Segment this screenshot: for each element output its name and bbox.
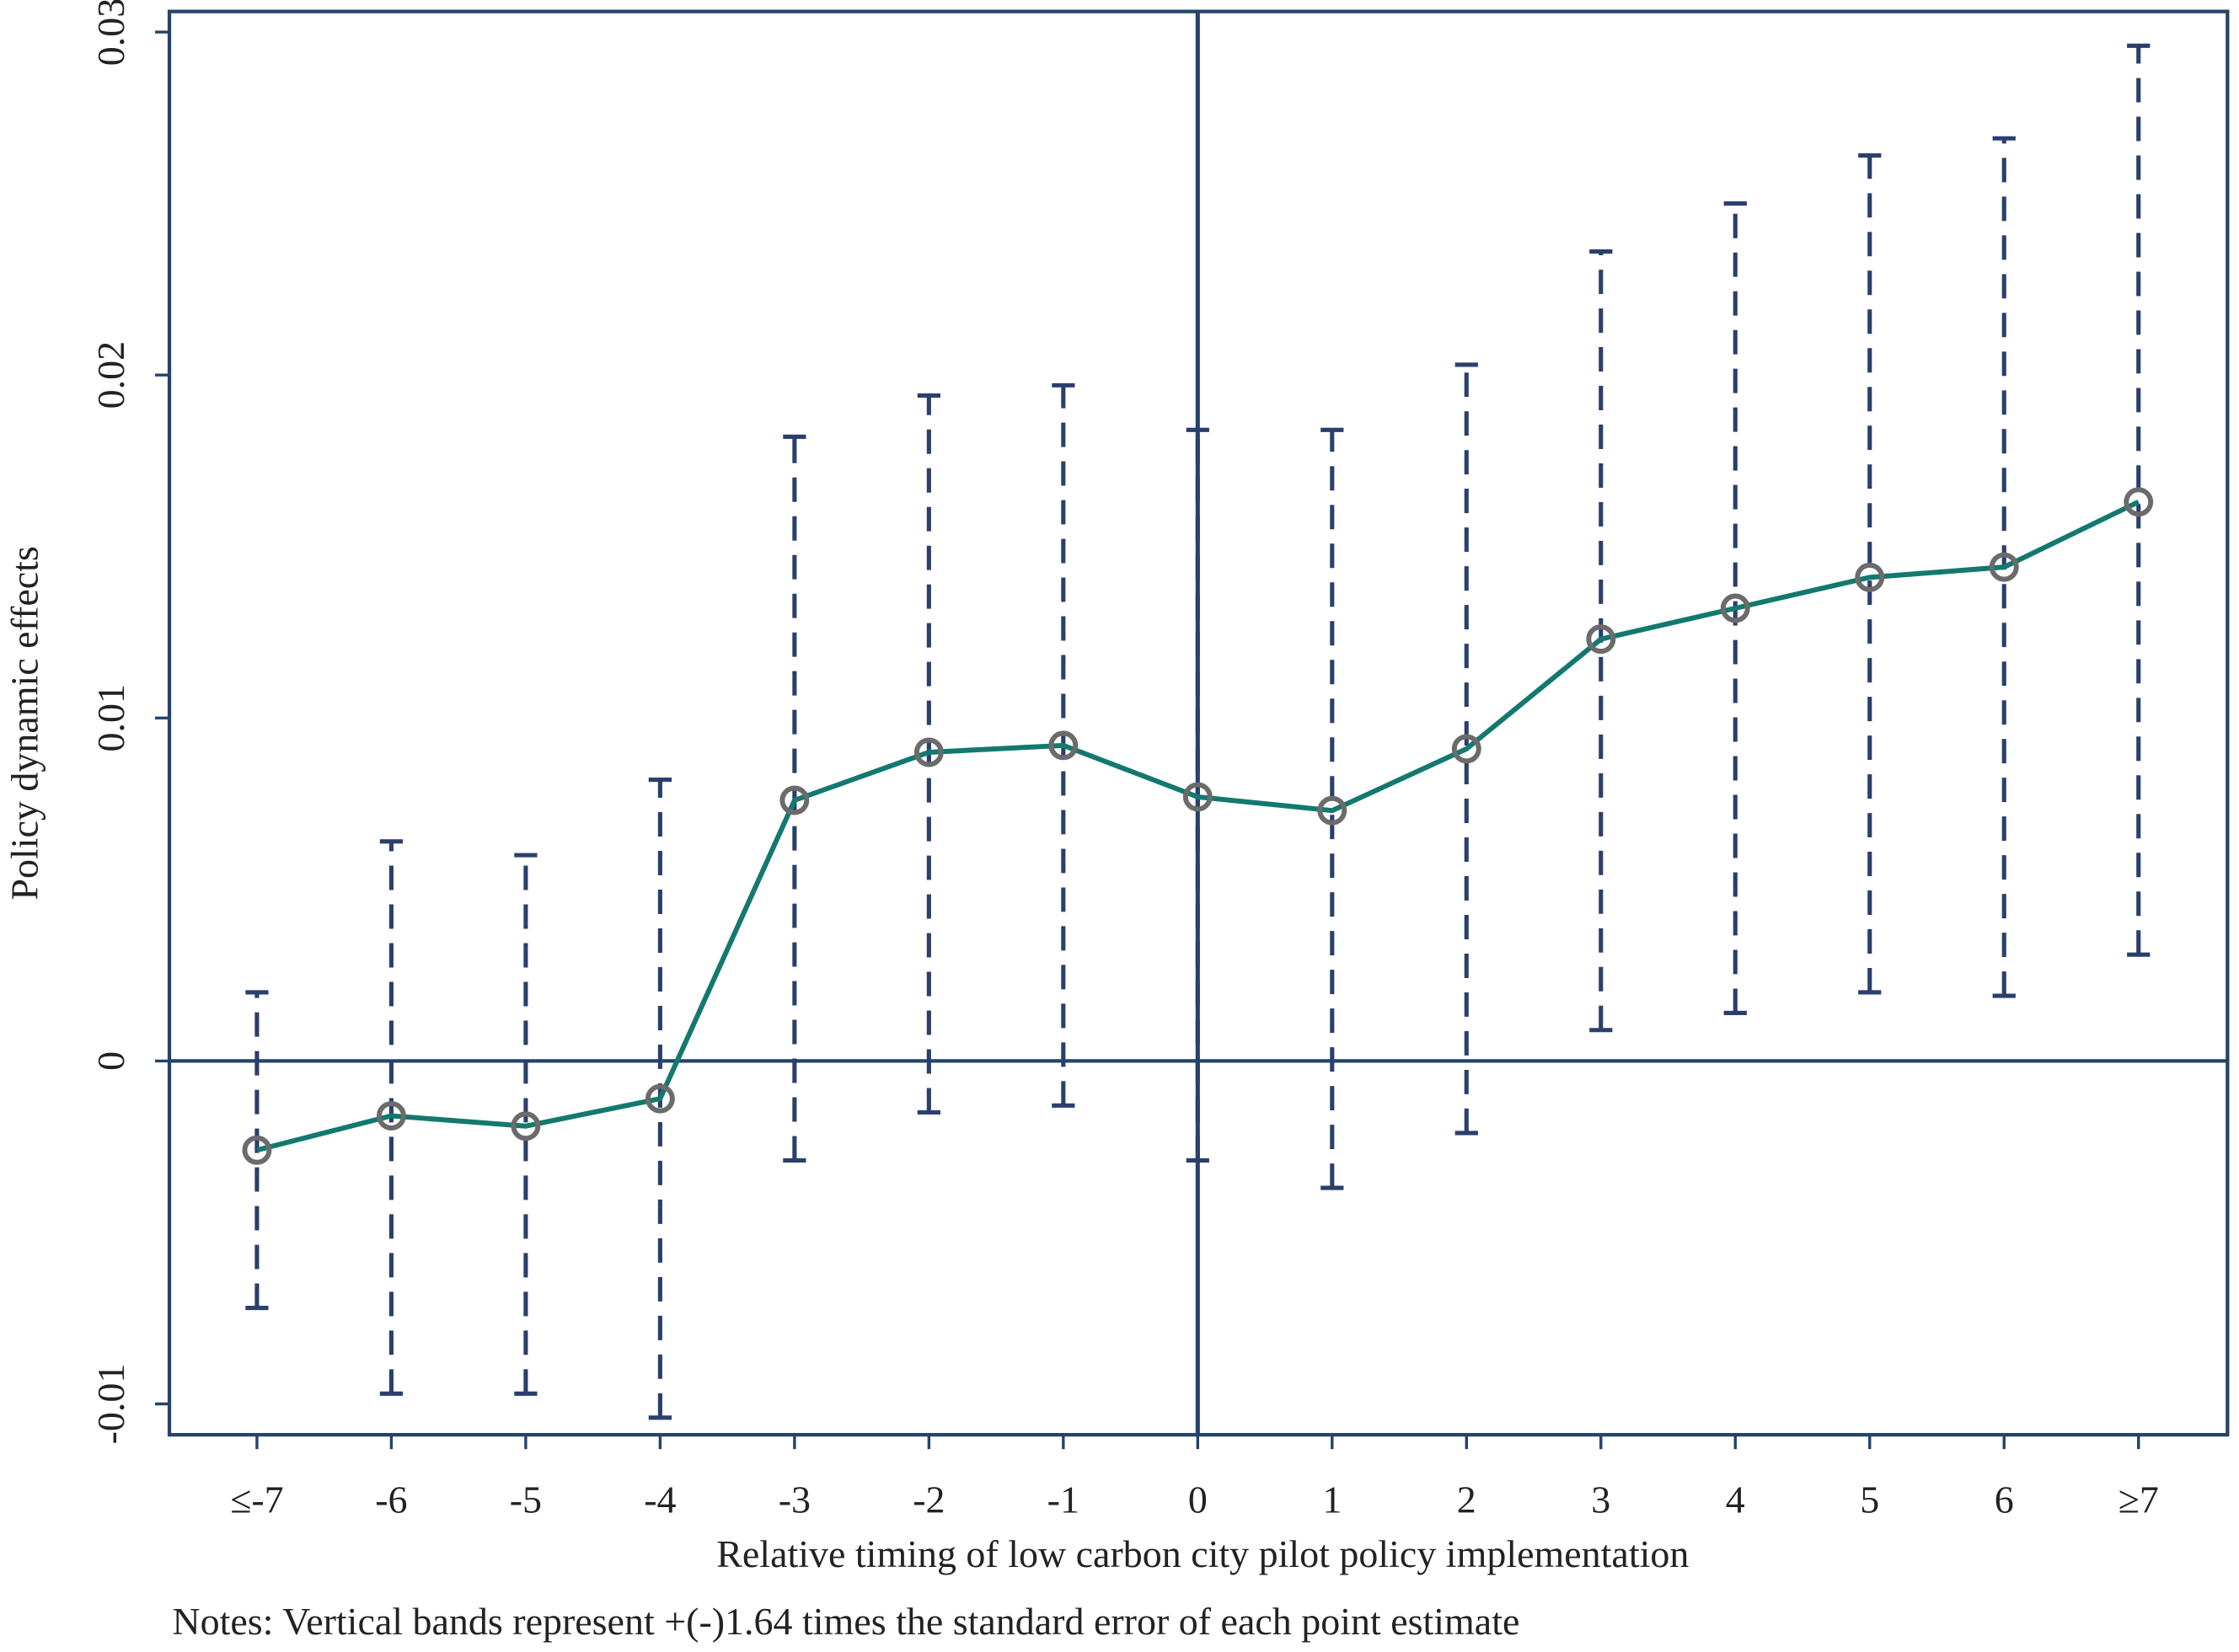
x-tick-label: -3 — [779, 1478, 811, 1521]
point-marker — [1855, 562, 1885, 592]
x-tick-label: -4 — [644, 1478, 676, 1521]
x-tick-label: ≥7 — [2118, 1478, 2159, 1521]
point-marker — [1586, 624, 1616, 655]
point-marker — [1989, 552, 2019, 582]
point-marker — [779, 785, 810, 815]
point-marker — [376, 1101, 406, 1131]
point-marker — [645, 1083, 675, 1114]
x-tick-label: 4 — [1726, 1478, 1745, 1521]
x-axis-label: Relative timing of low carbon city pilot… — [716, 1532, 1689, 1575]
x-tick-label: -5 — [510, 1478, 542, 1521]
x-tick-label: 0 — [1188, 1478, 1208, 1521]
point-marker — [1048, 730, 1079, 761]
point-marker — [242, 1135, 272, 1165]
point-marker — [511, 1111, 541, 1141]
point-marker — [1720, 593, 1750, 623]
y-axis-label: Policy dynamic effects — [3, 546, 46, 900]
x-tick-label: 6 — [1995, 1478, 2014, 1521]
x-tick-label: 1 — [1322, 1478, 1342, 1521]
y-tick-label: 0.03 — [89, 0, 132, 66]
y-tick-label: 0 — [89, 1051, 132, 1071]
x-tick-label: -1 — [1047, 1478, 1079, 1521]
y-tick-label: 0.01 — [89, 684, 132, 751]
point-marker — [1317, 795, 1347, 826]
x-tick-label: 3 — [1591, 1478, 1610, 1521]
point-marker — [2124, 487, 2154, 517]
x-tick-label: ≤-7 — [230, 1478, 284, 1521]
x-tick-label: -6 — [375, 1478, 407, 1521]
x-tick-label: 2 — [1457, 1478, 1476, 1521]
y-tick-label: -0.01 — [89, 1364, 132, 1445]
x-tick-label: 5 — [1860, 1478, 1879, 1521]
estimate-line — [256, 500, 2140, 1153]
point-marker — [913, 737, 944, 767]
note: Notes: Vertical bands represent +(-)1.64… — [172, 1600, 1519, 1643]
x-tick-label: -2 — [913, 1478, 945, 1521]
y-tick-label: 0.02 — [89, 341, 132, 409]
point-marker — [1451, 734, 1481, 764]
point-marker — [1182, 782, 1213, 812]
